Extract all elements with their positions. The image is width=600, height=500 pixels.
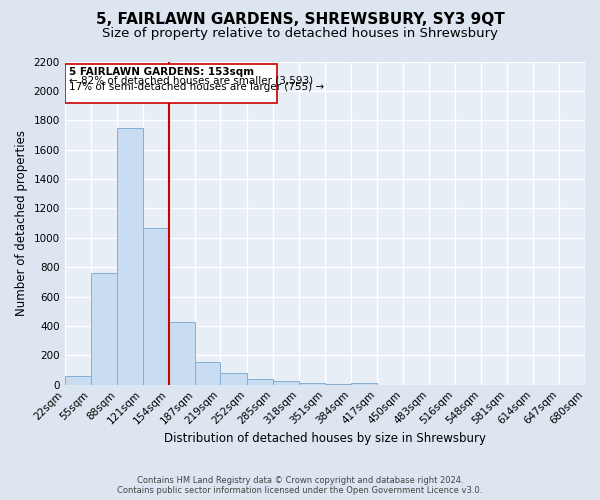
- Text: Contains HM Land Registry data © Crown copyright and database right 2024.
Contai: Contains HM Land Registry data © Crown c…: [118, 476, 482, 495]
- Y-axis label: Number of detached properties: Number of detached properties: [15, 130, 28, 316]
- Text: 5, FAIRLAWN GARDENS, SHREWSBURY, SY3 9QT: 5, FAIRLAWN GARDENS, SHREWSBURY, SY3 9QT: [95, 12, 505, 28]
- Bar: [143, 228, 169, 384]
- Bar: [351, 382, 377, 384]
- Text: ← 82% of detached houses are smaller (3,593): ← 82% of detached houses are smaller (3,…: [68, 76, 313, 86]
- Bar: [169, 322, 195, 384]
- X-axis label: Distribution of detached houses by size in Shrewsbury: Distribution of detached houses by size …: [164, 432, 486, 445]
- Bar: [65, 376, 91, 384]
- Text: 17% of semi-detached houses are larger (755) →: 17% of semi-detached houses are larger (…: [68, 82, 324, 92]
- Bar: [220, 373, 247, 384]
- FancyBboxPatch shape: [65, 64, 277, 102]
- Bar: [195, 362, 220, 384]
- Bar: [91, 273, 117, 384]
- Bar: [247, 379, 272, 384]
- Text: Size of property relative to detached houses in Shrewsbury: Size of property relative to detached ho…: [102, 28, 498, 40]
- Bar: [272, 381, 299, 384]
- Text: 5 FAIRLAWN GARDENS: 153sqm: 5 FAIRLAWN GARDENS: 153sqm: [68, 68, 254, 78]
- Bar: [117, 128, 143, 384]
